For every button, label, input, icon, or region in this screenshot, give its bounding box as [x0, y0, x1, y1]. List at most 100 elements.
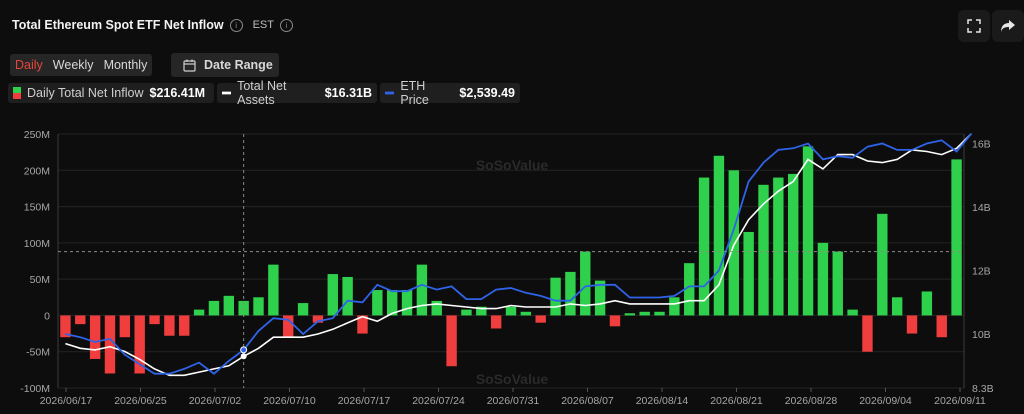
inflow-bar [951, 159, 962, 316]
info-icon[interactable]: i [229, 18, 243, 32]
x-tick-label: 2026/08/14 [636, 395, 689, 407]
inflow-bar [208, 300, 220, 316]
inflow-bar [743, 231, 754, 316]
inflow-bar [104, 315, 116, 374]
legend-inflow-value: $216.41M [149, 86, 206, 100]
inflow-bar [476, 306, 487, 316]
legend-price[interactable]: ETH Price $2,539.49 [380, 79, 520, 107]
inflow-bar [594, 280, 606, 316]
calendar-icon [183, 59, 196, 72]
inflow-bar [268, 264, 279, 316]
inflow-bar [505, 306, 517, 316]
inflow-bar [565, 271, 576, 316]
eth-price-line [65, 133, 973, 375]
x-tick-label: 2026/07/10 [263, 395, 316, 407]
left-axis: 250M 200M 150M 100M 50M 0 -50M -100M [20, 129, 50, 395]
inflow-bar [312, 315, 324, 323]
right-tick-label: 12B [972, 266, 991, 278]
inflow-bar [684, 263, 695, 316]
date-range-button[interactable]: Date Range [171, 53, 279, 77]
x-tick-label: 2026/08/21 [710, 395, 763, 407]
inflow-bar [75, 315, 86, 325]
inflow-bar [416, 264, 428, 316]
info-icon[interactable]: i [279, 18, 293, 32]
tab-weekly[interactable]: Weekly [52, 58, 94, 72]
right-axis: 16B 14B 12B 10B 8.3B [972, 139, 994, 395]
legend-assets[interactable]: Total Net Assets $16.31B [217, 79, 377, 107]
title-text: Total Ethereum Spot ETF Net Inflow [12, 18, 224, 32]
watermarks: SoSoValue SoSoValue [476, 157, 549, 387]
inflow-bar [877, 213, 888, 316]
inflow-bar [193, 309, 205, 316]
tab-monthly[interactable]: Monthly [103, 58, 148, 72]
inflow-bar [342, 276, 353, 316]
x-tick-label: 2026/09/04 [859, 395, 912, 407]
bar-series [60, 146, 962, 374]
inflow-bar [891, 297, 903, 316]
inflow-bar [817, 242, 829, 316]
inflow-bar [431, 300, 442, 316]
x-tick-label: 2026/07/02 [189, 395, 242, 407]
inflow-bar [936, 315, 947, 338]
inflow-bar [728, 170, 739, 316]
inflow-bar [357, 315, 368, 334]
legend-assets-value: $16.31B [324, 86, 372, 100]
right-tick-label: 10B [972, 329, 991, 341]
fullscreen-button[interactable] [958, 10, 990, 42]
left-tick-label: 50M [30, 274, 50, 286]
inflow-bar [89, 315, 101, 359]
legend-price-label: ETH Price [400, 79, 429, 107]
inflow-bar [283, 315, 294, 338]
inflow-bar [134, 315, 145, 374]
right-tick-label: 14B [972, 202, 991, 214]
x-tick-label: 2026/08/07 [561, 395, 614, 407]
x-axis: 2026/06/17 2026/06/25 2026/07/02 2026/07/10… [40, 388, 986, 407]
inflow-bar [461, 309, 472, 316]
inflow-bar [624, 313, 636, 316]
price-marker [240, 346, 248, 354]
inflow-bar [60, 315, 71, 338]
assets-swatch-icon [222, 91, 232, 95]
inflow-bar [580, 251, 591, 316]
share-button[interactable] [992, 10, 1024, 42]
total-net-assets-line [65, 133, 972, 377]
inflow-bar [401, 290, 413, 316]
inflow-bar [773, 177, 784, 316]
left-tick-label: 150M [24, 202, 50, 214]
inflow-bar [179, 315, 190, 336]
assets-marker [240, 353, 247, 360]
fullscreen-icon [967, 19, 981, 33]
inflow-bar [921, 291, 933, 316]
inflow-bar [149, 315, 160, 325]
legend-inflow-label: Daily Total Net Inflow [27, 86, 144, 100]
inflow-bar [119, 315, 131, 338]
inflow-bar [520, 311, 532, 316]
right-tick-label: 16B [972, 139, 991, 151]
inflow-bar [490, 315, 502, 329]
watermark-text: SoSoValue [476, 157, 549, 173]
x-tick-label: 2026/08/28 [785, 395, 838, 407]
x-tick-label: 2026/07/17 [338, 395, 391, 407]
legend-inflow[interactable]: Daily Total Net Inflow $216.41M [8, 83, 214, 103]
x-tick-label: 2026/06/25 [114, 395, 167, 407]
inflow-bar [832, 251, 843, 316]
left-tick-label: -100M [20, 383, 50, 395]
timezone-label: EST [252, 19, 274, 31]
inflow-bar [386, 290, 398, 316]
date-range-label: Date Range [204, 58, 273, 72]
inflow-bar [713, 155, 725, 316]
x-tick-label: 2026/06/17 [40, 395, 93, 407]
inflow-bar [223, 295, 235, 316]
inflow-bar [862, 315, 873, 352]
inflow-bar [327, 274, 338, 316]
legend-assets-label: Total Net Assets [237, 79, 287, 107]
tab-daily[interactable]: Daily [15, 58, 43, 72]
inflow-bar [787, 173, 799, 316]
x-tick-label: 2026/07/24 [412, 395, 465, 407]
price-swatch-icon [385, 91, 395, 95]
inflow-bar [669, 297, 680, 316]
inflow-bar [906, 315, 918, 334]
left-tick-label: 100M [24, 238, 50, 250]
inflow-swatch-icon [13, 87, 21, 99]
